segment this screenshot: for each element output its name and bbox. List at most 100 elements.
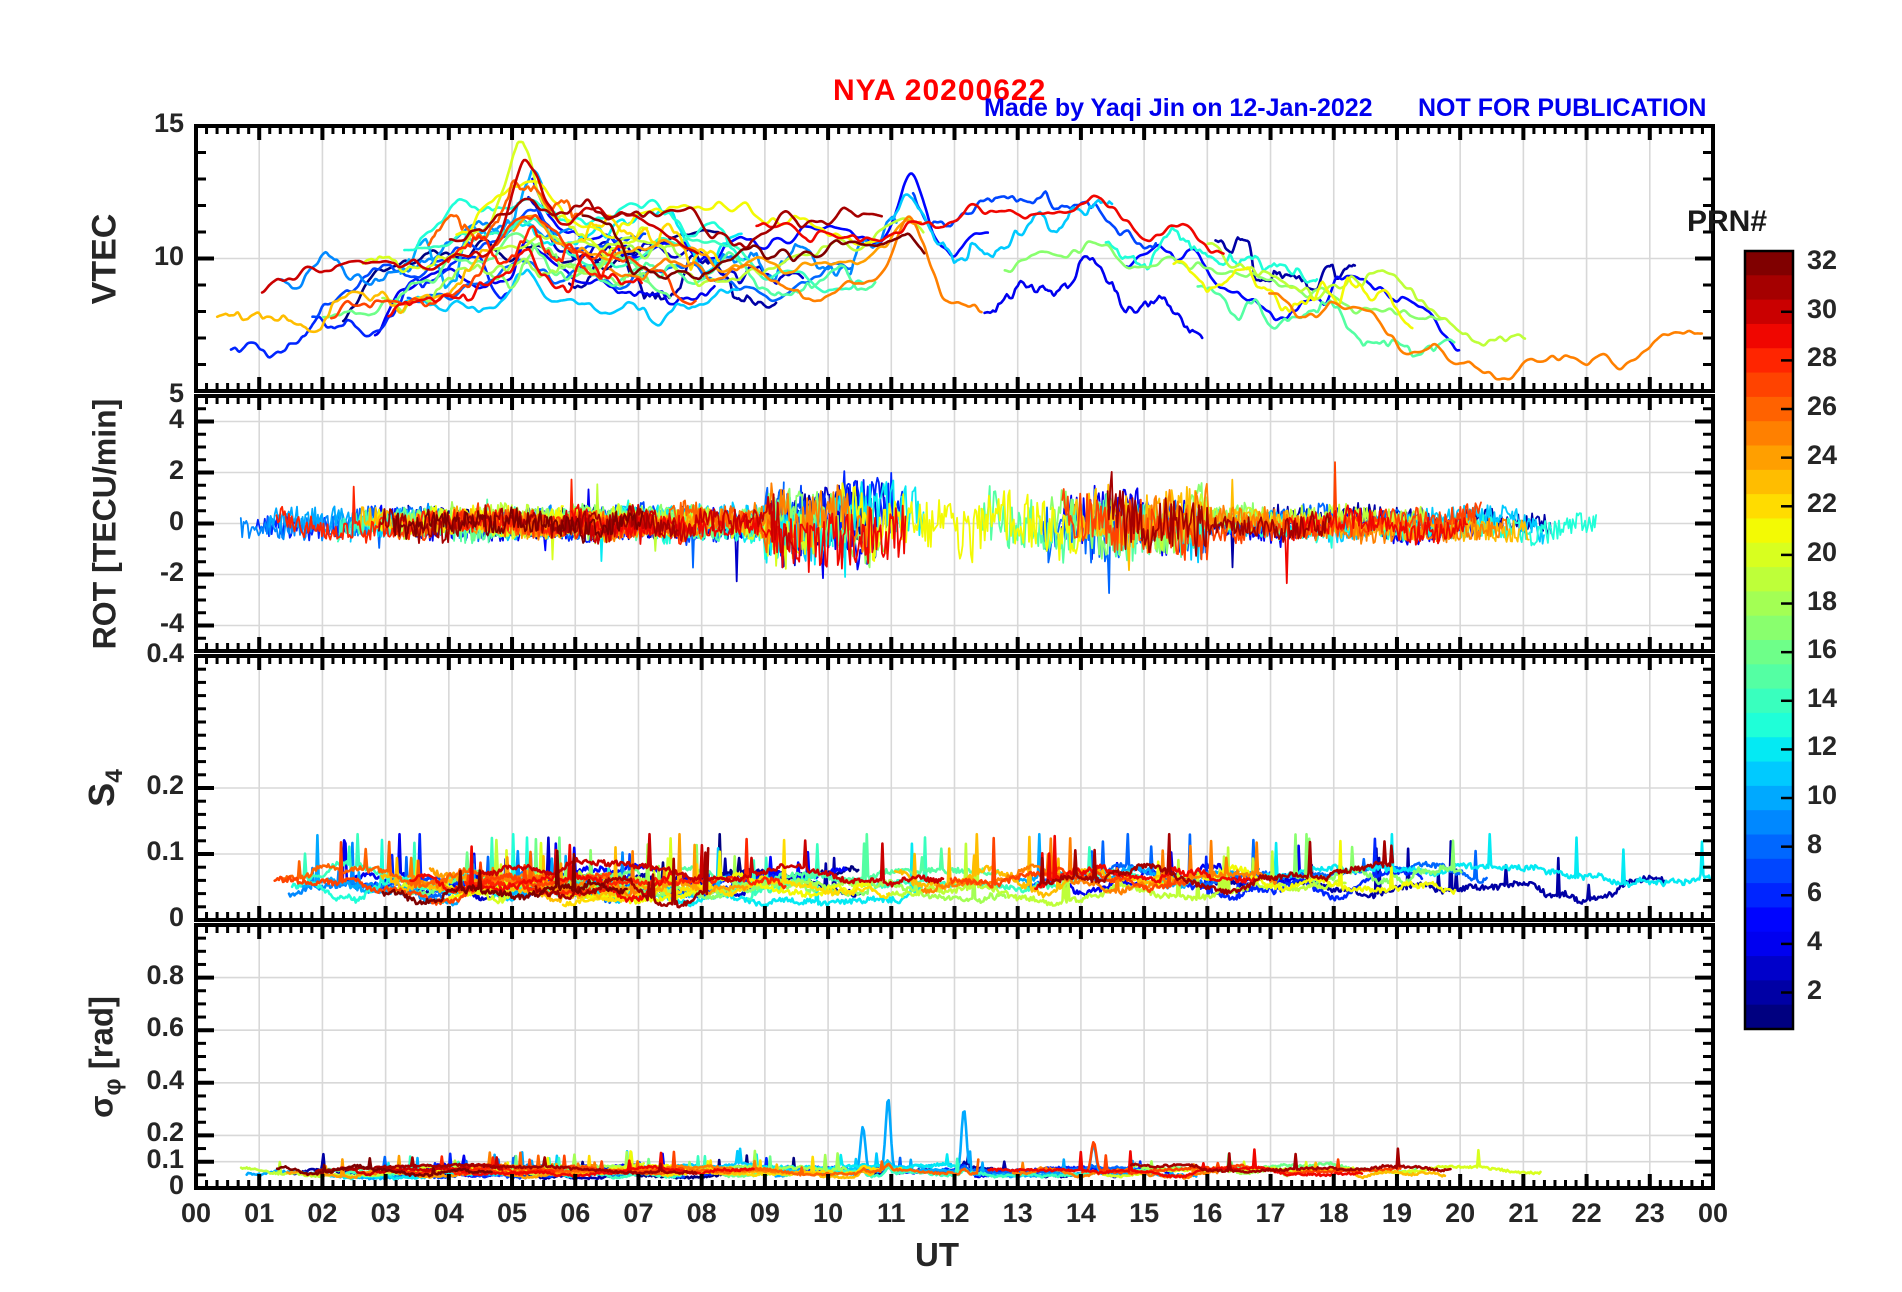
ytick-sigma_phi-0: 0 xyxy=(168,1170,184,1200)
series-track-prn-21 xyxy=(1172,260,1414,330)
ytick-sigma_phi-0.8: 0.8 xyxy=(146,959,184,990)
xtick-8: 08 xyxy=(686,1198,717,1228)
ytick-ROT--2: -2 xyxy=(159,556,184,587)
colorbar-segment-19 xyxy=(1745,567,1793,592)
ytick-sigma_phi-0.6: 0.6 xyxy=(146,1012,184,1043)
series-track-prn-28 xyxy=(463,837,787,897)
colorbar-segment-21 xyxy=(1745,518,1793,544)
series-track-prn-19 xyxy=(1206,242,1527,347)
xtick-21: 21 xyxy=(1508,1198,1539,1228)
colorbar-tick-22: 22 xyxy=(1807,488,1838,519)
series-track-prn-28 xyxy=(446,225,626,280)
colorbar-segment-25 xyxy=(1745,421,1793,447)
xtick-10: 10 xyxy=(813,1198,844,1228)
colorbar-segment-13 xyxy=(1745,712,1793,738)
series-track-prn-17 xyxy=(1003,240,1446,321)
ytick-VTEC-10: 10 xyxy=(153,240,184,271)
series-layer-S4 xyxy=(273,832,1713,909)
xtick-23: 23 xyxy=(1634,1198,1665,1228)
colorbar-tick-16: 16 xyxy=(1807,634,1838,665)
colorbar-segment-31 xyxy=(1745,275,1793,301)
ytick-S4-0: 0 xyxy=(168,902,184,932)
series-track-prn-15 xyxy=(1196,284,1456,358)
ytick-sigma_phi-0.4: 0.4 xyxy=(146,1064,184,1095)
series-track-prn-4 xyxy=(373,240,716,337)
colorbar-segment-23 xyxy=(1745,469,1793,495)
series-track-prn-2 xyxy=(1214,236,1357,292)
xtick-19: 19 xyxy=(1381,1198,1412,1228)
xtick-13: 13 xyxy=(1002,1198,1033,1228)
series-track-prn-20 xyxy=(361,140,649,274)
colorbar-tick-32: 32 xyxy=(1807,245,1838,276)
series-track-prn-13 xyxy=(1104,226,1319,284)
colorbar-segment-5 xyxy=(1745,907,1793,933)
xtick-2: 02 xyxy=(307,1198,338,1228)
colorbar-tick-10: 10 xyxy=(1807,780,1838,811)
xtick-9: 09 xyxy=(749,1198,780,1228)
series-track-prn-6 xyxy=(229,255,510,359)
colorbar-tick-4: 4 xyxy=(1807,925,1823,956)
ytick-ROT-0: 0 xyxy=(168,505,184,536)
xtick-11: 11 xyxy=(877,1198,906,1228)
series-track-prn-24 xyxy=(285,1154,582,1180)
xtick-14: 14 xyxy=(1065,1198,1096,1228)
colorbar-segment-29 xyxy=(1745,323,1793,349)
xtick-16: 16 xyxy=(1192,1198,1223,1228)
series-track-prn-31 xyxy=(534,846,710,909)
series-track-prn-25 xyxy=(921,837,1278,896)
series-track-prn-7 xyxy=(911,190,1158,250)
ytick-sigma_phi-0.2: 0.2 xyxy=(146,1117,184,1148)
xtick-1: 01 xyxy=(244,1198,275,1228)
axes-layer xyxy=(194,124,1715,1190)
colorbar xyxy=(1743,249,1795,1031)
xtick-0: 00 xyxy=(180,1198,212,1228)
series-track-prn-29 xyxy=(755,194,1225,255)
plot-credit-text: Made by Yaqi Jin on 12-Jan-2022 xyxy=(984,94,1373,122)
series-track-prn-32 xyxy=(275,1157,493,1178)
series-track-prn-29 xyxy=(422,1151,755,1179)
colorbar-segment-9 xyxy=(1745,810,1793,836)
series-layer-sigma_phi xyxy=(239,1098,1542,1181)
series-track-prn-29 xyxy=(570,503,907,573)
series-track-prn-17 xyxy=(488,242,650,290)
colorbar-tick-8: 8 xyxy=(1807,828,1823,859)
xtick-17: 17 xyxy=(1255,1198,1286,1228)
series-track-prn-29 xyxy=(987,1148,1364,1179)
yaxis-label-s4: S4 xyxy=(80,769,129,807)
xtick-18: 18 xyxy=(1318,1198,1349,1228)
series-track-prn-24 xyxy=(512,214,922,275)
series-track-prn-31 xyxy=(448,197,883,249)
series-track-prn-31 xyxy=(1129,1147,1452,1174)
colorbar-tick-30: 30 xyxy=(1807,293,1838,324)
series-track-prn-31 xyxy=(314,1156,698,1176)
series-track-prn-32 xyxy=(381,849,628,906)
xtick-15: 15 xyxy=(1129,1198,1160,1228)
series-track-prn-29 xyxy=(1034,834,1258,891)
xtick-7: 07 xyxy=(623,1198,654,1228)
xtick-4: 04 xyxy=(433,1198,464,1228)
plot-notice-text: NOT FOR PUBLICATION xyxy=(1418,94,1707,122)
colorbar-segment-11 xyxy=(1745,761,1793,787)
colorbar-tick-12: 12 xyxy=(1807,731,1838,762)
colorbar-tick-26: 26 xyxy=(1807,391,1838,422)
colorbar-tick-14: 14 xyxy=(1807,682,1838,713)
colorbar-segment-7 xyxy=(1745,858,1793,884)
series-layer-ROT xyxy=(239,461,1597,594)
ytick-ROT--4: -4 xyxy=(159,607,184,638)
ytick-S4-0.1: 0.1 xyxy=(146,836,184,866)
yaxis-label-rot: ROT [TECU/min] xyxy=(86,398,123,649)
series-track-prn-25 xyxy=(608,215,983,314)
series-track-prn-11 xyxy=(394,268,739,327)
series-track-prn-15 xyxy=(590,251,877,297)
ytick-S4-0.4: 0.4 xyxy=(146,638,184,668)
series-layer-VTEC xyxy=(215,140,1704,381)
colorbar-segment-32 xyxy=(1745,251,1793,276)
colorbar-segment-17 xyxy=(1745,615,1793,641)
series-track-prn-12 xyxy=(1261,832,1713,889)
series-track-prn-32 xyxy=(581,214,926,281)
yaxis-label-sigma-phi: σφ [rad] xyxy=(82,995,127,1118)
colorbar-tick-18: 18 xyxy=(1807,585,1838,616)
plot-title-station-date: NYA 20200622 xyxy=(833,74,1047,107)
